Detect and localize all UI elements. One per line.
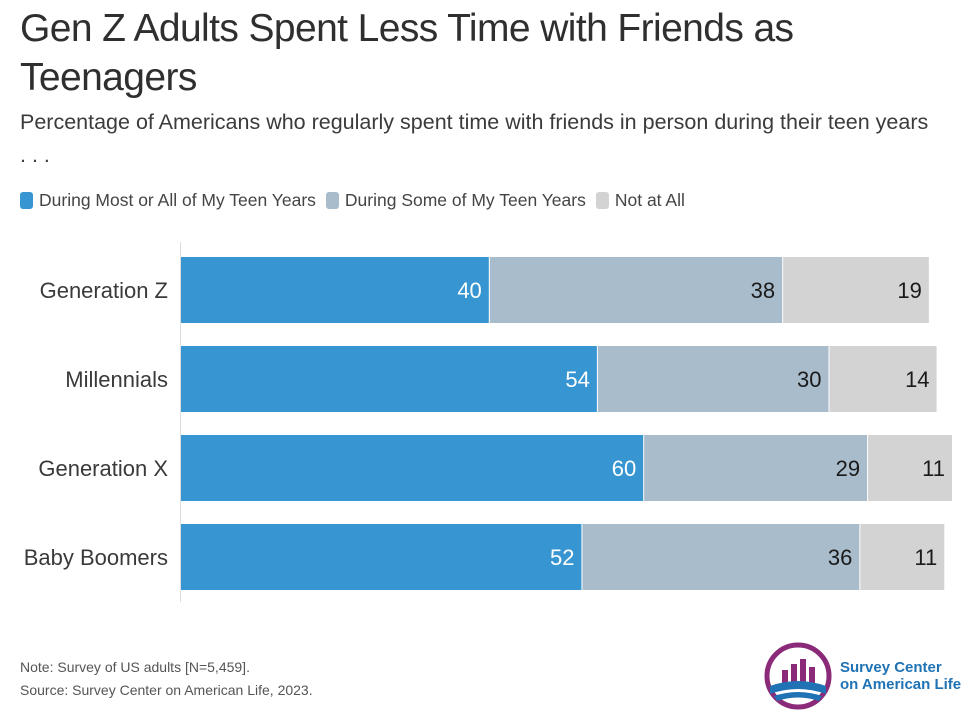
source-text: Source: Survey Center on American Life, … [20, 682, 313, 698]
logo-text: Survey Center on American Life [840, 659, 961, 693]
legend-swatch-some [325, 191, 339, 209]
bar-segment [181, 524, 582, 590]
logo-mark-icon [764, 642, 832, 710]
data-label: 54 [565, 367, 589, 392]
chart-subtitle: Percentage of Americans who regularly sp… [20, 110, 929, 167]
survey-center-logo: Survey Center on American Life [762, 640, 961, 712]
legend-swatch-most [20, 191, 33, 209]
legend-item-some: During Some of My Teen Years [325, 189, 586, 211]
bar-segment [582, 524, 860, 590]
bar-segment [181, 257, 489, 323]
bar-segment [597, 346, 829, 412]
bar-segment [644, 435, 868, 501]
data-label: 60 [612, 456, 636, 481]
data-label: 19 [897, 278, 921, 303]
data-label: 11 [922, 456, 945, 481]
bar-segment [829, 346, 937, 412]
data-label: 40 [457, 278, 481, 303]
stacked-bar-chart: Generation Z 40 38 19 Millennials 54 30 14 Gener… [24, 242, 952, 602]
bar-segment [181, 435, 644, 501]
category-label: Baby Boomers [24, 545, 168, 570]
data-label: 52 [550, 545, 574, 570]
data-label: 29 [836, 456, 860, 481]
data-label: 36 [828, 545, 852, 570]
data-label: 30 [797, 367, 821, 392]
footer: Note: Survey of US adults [N=5,459]. Sou… [20, 656, 313, 702]
chart-title: Gen Z Adults Spent Less Time with Friend… [20, 7, 794, 99]
legend: During Most or All of My Teen Years Duri… [20, 186, 685, 214]
data-label: 14 [905, 367, 929, 392]
legend-item-most: During Most or All of My Teen Years [20, 190, 316, 211]
bar-segment [181, 346, 597, 412]
bar-segment [868, 435, 952, 501]
bar-segment [489, 257, 783, 323]
note-text: Note: Survey of US adults [N=5,459]. [20, 659, 250, 675]
legend-item-none: Not at All [595, 189, 685, 211]
bar-segment [783, 257, 929, 323]
legend-label-most: During Most or All of My Teen Years [39, 189, 316, 210]
logo-line-2: on American Life [840, 676, 962, 693]
data-label: 38 [751, 278, 775, 303]
legend-label-none: Not at All [614, 189, 685, 210]
data-label: 11 [914, 545, 937, 570]
logo-line-1: Survey Center [840, 659, 942, 676]
category-label: Generation Z [40, 278, 168, 303]
legend-swatch-none [595, 191, 609, 209]
legend-label-some: During Some of My Teen Years [344, 189, 586, 210]
category-label: Millennials [65, 367, 168, 392]
bar-segment [860, 524, 945, 590]
category-label: Generation X [38, 456, 168, 481]
